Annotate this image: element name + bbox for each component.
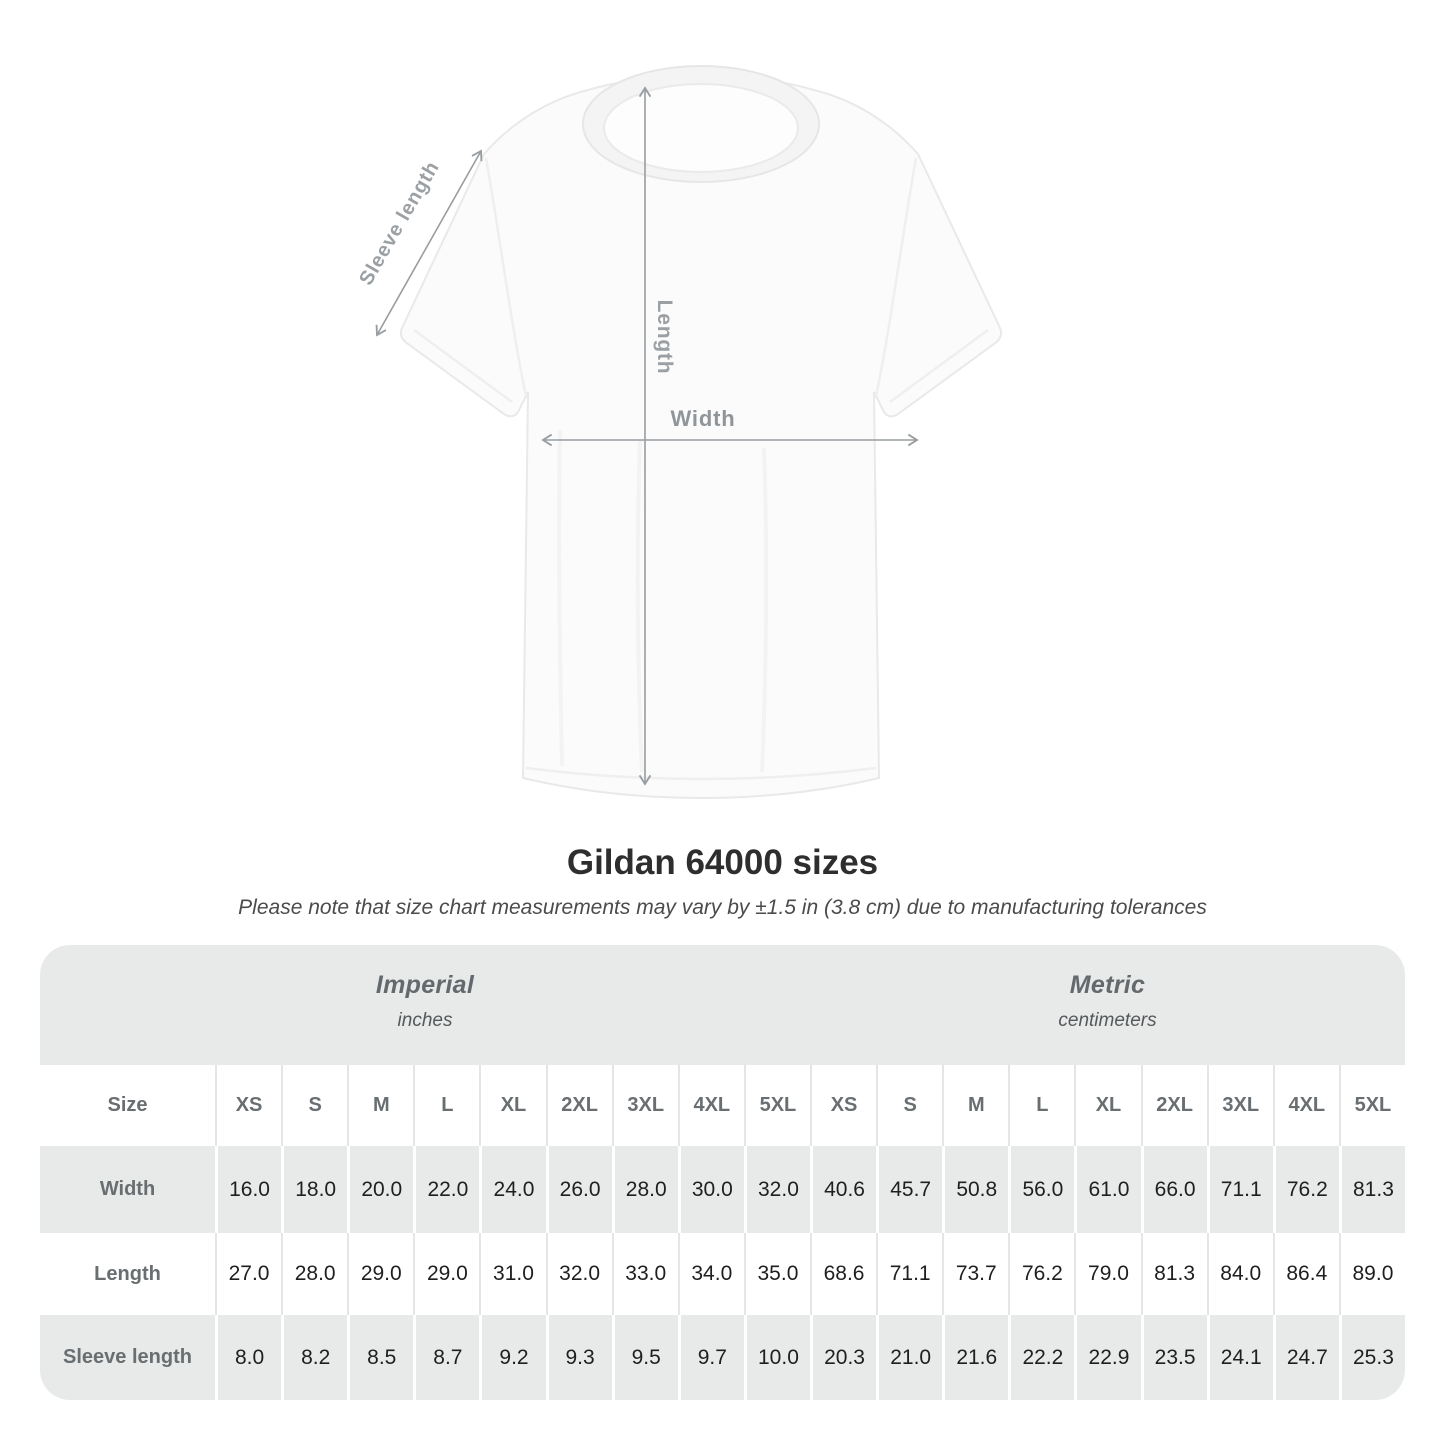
- table-cell: 50.8: [942, 1146, 1008, 1233]
- table-cell: 29.0: [413, 1233, 479, 1315]
- table-cell: 8.5: [347, 1315, 413, 1400]
- table-cell: 68.6: [810, 1233, 876, 1315]
- table-cell: 30.0: [677, 1146, 744, 1233]
- table-cell: 86.4: [1272, 1233, 1339, 1315]
- table-cell: 27.0: [215, 1233, 281, 1315]
- imperial-group-unit: inches: [397, 1010, 453, 1031]
- table-cell: 66.0: [1140, 1146, 1207, 1233]
- size-column-header: 5XL: [743, 1065, 810, 1146]
- table-cell: 76.2: [1008, 1233, 1074, 1315]
- table-cell: 84.0: [1206, 1233, 1273, 1315]
- length-label: Length: [653, 299, 676, 375]
- table-cell: 10.0: [743, 1315, 810, 1400]
- size-column-header: S: [876, 1065, 942, 1146]
- size-column-header: 3XL: [611, 1065, 678, 1146]
- table-cell: 8.2: [281, 1315, 347, 1400]
- table-cell: 21.0: [876, 1315, 942, 1400]
- table-cell: 40.6: [810, 1146, 876, 1233]
- table-cell: 81.3: [1140, 1233, 1207, 1315]
- table-cell: 35.0: [743, 1233, 810, 1315]
- tolerance-note: Please note that size chart measurements…: [238, 896, 1207, 919]
- table-row-width: Width 16.0 18.0 20.0 22.0 24.0 26.0 28.0…: [40, 1146, 1405, 1233]
- size-column-header: 3XL: [1206, 1065, 1273, 1146]
- table-cell: 24.1: [1206, 1315, 1273, 1400]
- table-cell: 22.0: [413, 1146, 479, 1233]
- table-cell: 25.3: [1338, 1315, 1405, 1400]
- table-cell: 22.9: [1074, 1315, 1140, 1400]
- table-cell: 81.3: [1338, 1146, 1405, 1233]
- metric-group-unit: centimeters: [1058, 1010, 1157, 1031]
- width-label: Width: [670, 406, 736, 431]
- table-cell: 23.5: [1140, 1315, 1207, 1400]
- table-cell: 8.0: [215, 1315, 281, 1400]
- table-cell: 20.0: [347, 1146, 413, 1233]
- imperial-group-header: Imperial inches: [40, 945, 810, 1065]
- size-column-header: XS: [215, 1065, 281, 1146]
- size-column-header: XS: [810, 1065, 876, 1146]
- table-cell: 16.0: [215, 1146, 281, 1233]
- row-label: Sleeve length: [63, 1346, 192, 1368]
- tshirt-diagram: Sleeve length Length Width: [355, 65, 1003, 800]
- unit-group-header-row: Imperial inches Metric centimeters: [40, 945, 1405, 1065]
- size-table: Imperial inches Metric centimeters Size …: [40, 945, 1405, 1400]
- table-cell: 29.0: [347, 1233, 413, 1315]
- table-cell: 71.1: [876, 1233, 942, 1315]
- table-cell: 9.7: [677, 1315, 744, 1400]
- size-column-header: S: [281, 1065, 347, 1146]
- table-cell: 33.0: [611, 1233, 678, 1315]
- table-cell: 9.5: [611, 1315, 678, 1400]
- table-cell: 26.0: [545, 1146, 612, 1233]
- table-cell: 79.0: [1074, 1233, 1140, 1315]
- table-cell: 9.2: [479, 1315, 545, 1400]
- metric-group-label: Metric: [1069, 971, 1146, 999]
- table-cell: 76.2: [1272, 1146, 1339, 1233]
- row-label: Length: [94, 1262, 161, 1285]
- size-column-header: 2XL: [545, 1065, 612, 1146]
- size-column-header: L: [1008, 1065, 1074, 1146]
- size-column-header: 4XL: [1272, 1065, 1339, 1146]
- tshirt-image: [375, 65, 1003, 800]
- table-row-sleeve-length: Sleeve length 8.0 8.2 8.5 8.7 9.2 9.3 9.…: [40, 1315, 1405, 1400]
- page-title: Gildan 64000 sizes: [566, 843, 879, 882]
- table-cell: 18.0: [281, 1146, 347, 1233]
- size-column-header: 4XL: [677, 1065, 744, 1146]
- table-cell: 28.0: [281, 1233, 347, 1315]
- size-column-header: 5XL: [1338, 1065, 1405, 1146]
- table-cell: 8.7: [413, 1315, 479, 1400]
- measurement-arrows: [375, 86, 919, 786]
- table-cell: 31.0: [479, 1233, 545, 1315]
- table-cell: 56.0: [1008, 1146, 1074, 1233]
- table-cell: 20.3: [810, 1315, 876, 1400]
- table-cell: 24.7: [1272, 1315, 1339, 1400]
- table-cell: 22.2: [1008, 1315, 1074, 1400]
- metric-group-header: Metric centimeters: [810, 945, 1405, 1065]
- size-corner-label: Size: [107, 1094, 148, 1116]
- size-header-row: Size XS S M L XL 2XL 3XL 4XL 5XL XS S M …: [40, 1065, 1405, 1146]
- tshirt-graphic: [399, 65, 1003, 800]
- table-cell: 73.7: [942, 1233, 1008, 1315]
- size-column-header: L: [413, 1065, 479, 1146]
- size-column-header: M: [942, 1065, 1008, 1146]
- table-cell: 34.0: [677, 1233, 744, 1315]
- size-column-header: M: [347, 1065, 413, 1146]
- size-column-header: 2XL: [1140, 1065, 1207, 1146]
- table-cell: 32.0: [743, 1146, 810, 1233]
- size-column-header: XL: [479, 1065, 545, 1146]
- table-cell: 71.1: [1206, 1146, 1273, 1233]
- table-cell: 24.0: [479, 1146, 545, 1233]
- table-cell: 9.3: [545, 1315, 612, 1400]
- table-cell: 28.0: [611, 1146, 678, 1233]
- table-cell: 89.0: [1338, 1233, 1405, 1315]
- table-cell: 21.6: [942, 1315, 1008, 1400]
- table-cell: 32.0: [545, 1233, 612, 1315]
- imperial-group-label: Imperial: [375, 971, 475, 999]
- sleeve-length-arrow: [375, 149, 483, 337]
- table-row-length: Length 27.0 28.0 29.0 29.0 31.0 32.0 33.…: [40, 1233, 1405, 1315]
- table-cell: 45.7: [876, 1146, 942, 1233]
- table-cell: 61.0: [1074, 1146, 1140, 1233]
- size-column-header: XL: [1074, 1065, 1140, 1146]
- row-label: Width: [99, 1178, 156, 1200]
